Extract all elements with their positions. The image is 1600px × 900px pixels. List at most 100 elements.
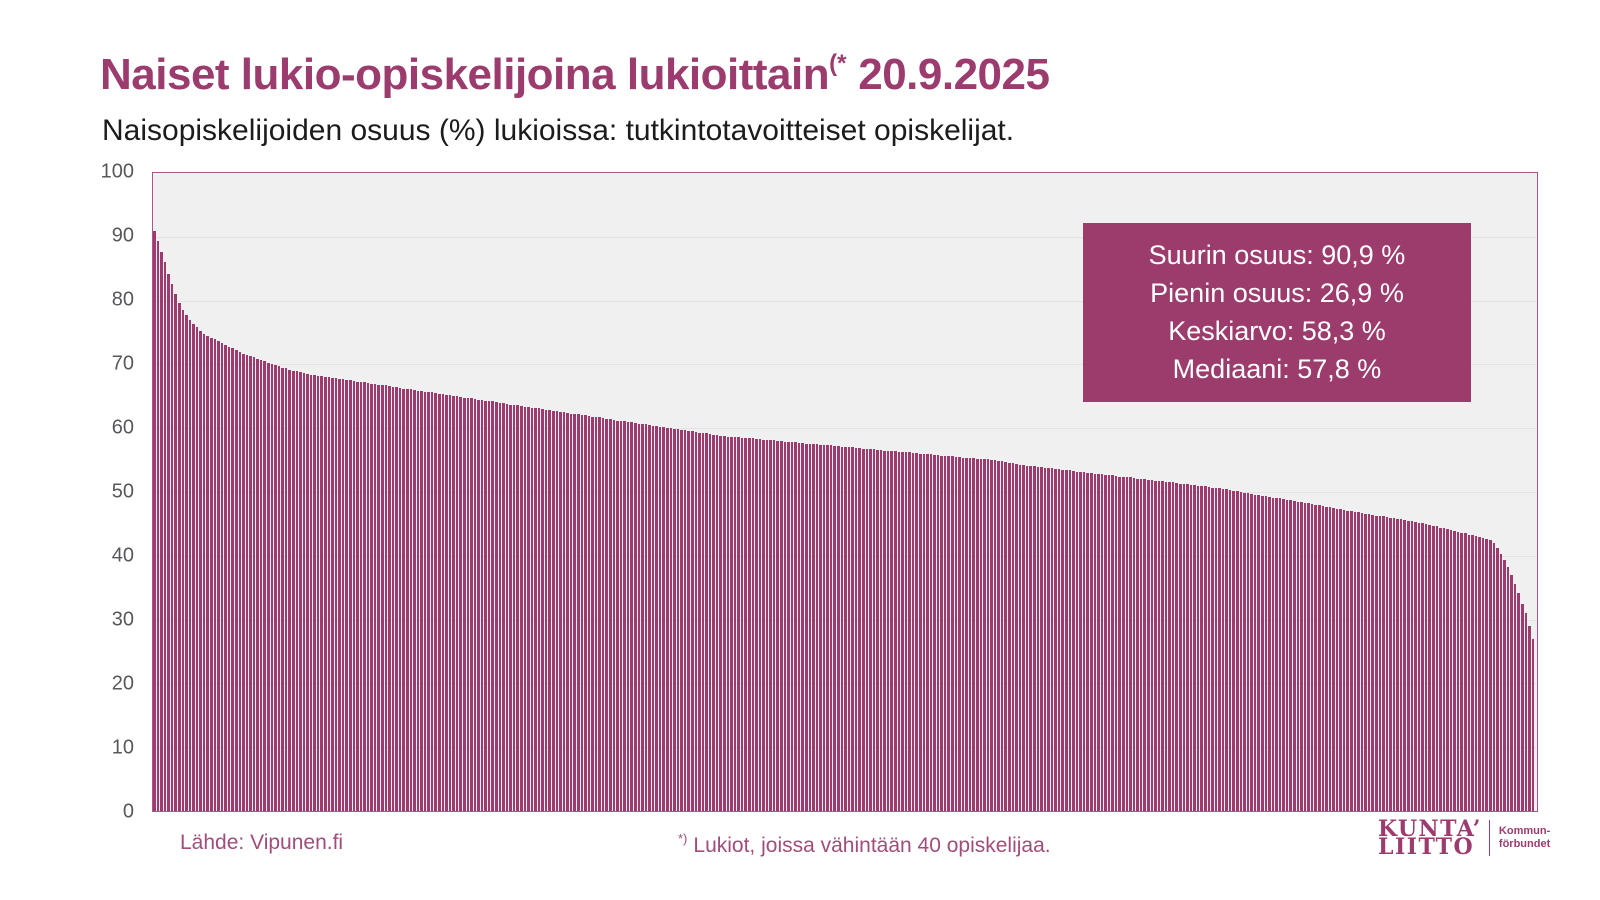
bar bbox=[309, 374, 313, 811]
bar bbox=[1389, 517, 1392, 811]
bar bbox=[762, 439, 765, 811]
bar bbox=[249, 356, 252, 811]
bar bbox=[943, 455, 947, 811]
logo-line2: LIITTO bbox=[1378, 834, 1475, 860]
bar bbox=[1118, 476, 1121, 811]
bar bbox=[815, 444, 819, 811]
bar bbox=[420, 391, 423, 811]
bar bbox=[1310, 504, 1314, 811]
y-axis-tick-label: 20 bbox=[111, 672, 134, 695]
bar bbox=[1179, 483, 1182, 811]
bar bbox=[1314, 504, 1317, 811]
bar bbox=[252, 357, 256, 811]
bar bbox=[256, 358, 259, 811]
bar bbox=[302, 373, 306, 811]
bar bbox=[1125, 477, 1129, 811]
bar bbox=[1257, 495, 1260, 811]
bar bbox=[224, 344, 227, 811]
bar bbox=[633, 423, 637, 811]
stat-min: Pienin osuus: 26,9 % bbox=[1150, 278, 1404, 308]
bar bbox=[356, 381, 359, 811]
bar bbox=[601, 418, 605, 811]
bar bbox=[619, 420, 623, 811]
bar bbox=[1203, 486, 1207, 811]
bar bbox=[1424, 523, 1428, 811]
bar bbox=[1175, 483, 1178, 811]
bar bbox=[445, 395, 448, 811]
bar bbox=[423, 391, 427, 811]
bar bbox=[794, 442, 797, 811]
bar bbox=[1079, 471, 1082, 811]
bar bbox=[979, 458, 983, 811]
bar bbox=[708, 433, 712, 811]
bar bbox=[573, 414, 576, 811]
bar bbox=[377, 384, 380, 811]
bar bbox=[1193, 484, 1196, 811]
bar bbox=[1307, 503, 1310, 811]
bar bbox=[188, 320, 192, 811]
footnote-text: Lukiot, joissa vähintään 40 opiskelijaa. bbox=[693, 834, 1051, 857]
bar bbox=[234, 350, 238, 811]
bar bbox=[1275, 497, 1278, 811]
footnote: *) Lukiot, joissa vähintään 40 opiskelija… bbox=[678, 831, 1051, 858]
bar bbox=[1239, 492, 1243, 811]
bar bbox=[555, 410, 559, 811]
bar bbox=[1061, 469, 1064, 811]
bar bbox=[1371, 514, 1374, 811]
bar bbox=[790, 442, 794, 811]
bar bbox=[1139, 478, 1143, 811]
bar bbox=[1132, 477, 1136, 811]
bar bbox=[373, 384, 377, 811]
bar bbox=[584, 415, 587, 811]
bar bbox=[242, 353, 245, 811]
bar bbox=[181, 310, 185, 811]
bar bbox=[822, 444, 826, 811]
bar bbox=[747, 438, 751, 811]
bar bbox=[345, 379, 348, 811]
bar bbox=[1296, 501, 1300, 811]
bar bbox=[890, 451, 893, 811]
bar bbox=[153, 231, 156, 811]
bar bbox=[854, 447, 858, 811]
bar-series bbox=[153, 173, 1537, 811]
bar bbox=[1282, 499, 1285, 811]
page-title: Naiset lukio-opiskelijoina lukioittain(*… bbox=[100, 50, 1050, 100]
bar bbox=[1250, 493, 1253, 811]
bar bbox=[947, 456, 950, 811]
bar bbox=[1032, 466, 1036, 811]
bar bbox=[245, 354, 249, 811]
bar bbox=[751, 438, 755, 811]
bar bbox=[1478, 537, 1481, 811]
bar bbox=[1161, 481, 1164, 811]
bar bbox=[348, 380, 352, 811]
bar bbox=[1378, 515, 1382, 811]
bar bbox=[1431, 525, 1435, 811]
chart-subtitle: Naisopiskelijoiden osuus (%) lukioissa: … bbox=[102, 114, 1015, 147]
bar bbox=[1285, 499, 1289, 811]
bar bbox=[1367, 514, 1371, 811]
bar bbox=[801, 442, 804, 811]
bar bbox=[840, 446, 844, 811]
bar bbox=[1122, 476, 1125, 811]
bar bbox=[1100, 474, 1104, 811]
y-axis-tick-label: 90 bbox=[111, 224, 134, 247]
bar bbox=[1072, 470, 1075, 811]
bar bbox=[780, 440, 783, 811]
bar bbox=[1129, 477, 1132, 811]
bar bbox=[1008, 462, 1011, 811]
bar bbox=[1228, 490, 1232, 811]
footnote-marker: *) bbox=[678, 831, 688, 846]
bar bbox=[341, 379, 345, 811]
bar bbox=[331, 377, 334, 811]
bar bbox=[826, 445, 829, 811]
bar bbox=[459, 396, 462, 811]
bar bbox=[259, 359, 263, 811]
bar bbox=[466, 398, 470, 811]
bar bbox=[1293, 500, 1296, 811]
bar bbox=[712, 434, 715, 811]
bar bbox=[1421, 523, 1424, 811]
bar bbox=[676, 429, 680, 811]
bar bbox=[413, 389, 416, 811]
bar bbox=[886, 450, 890, 811]
bar bbox=[1246, 493, 1250, 811]
